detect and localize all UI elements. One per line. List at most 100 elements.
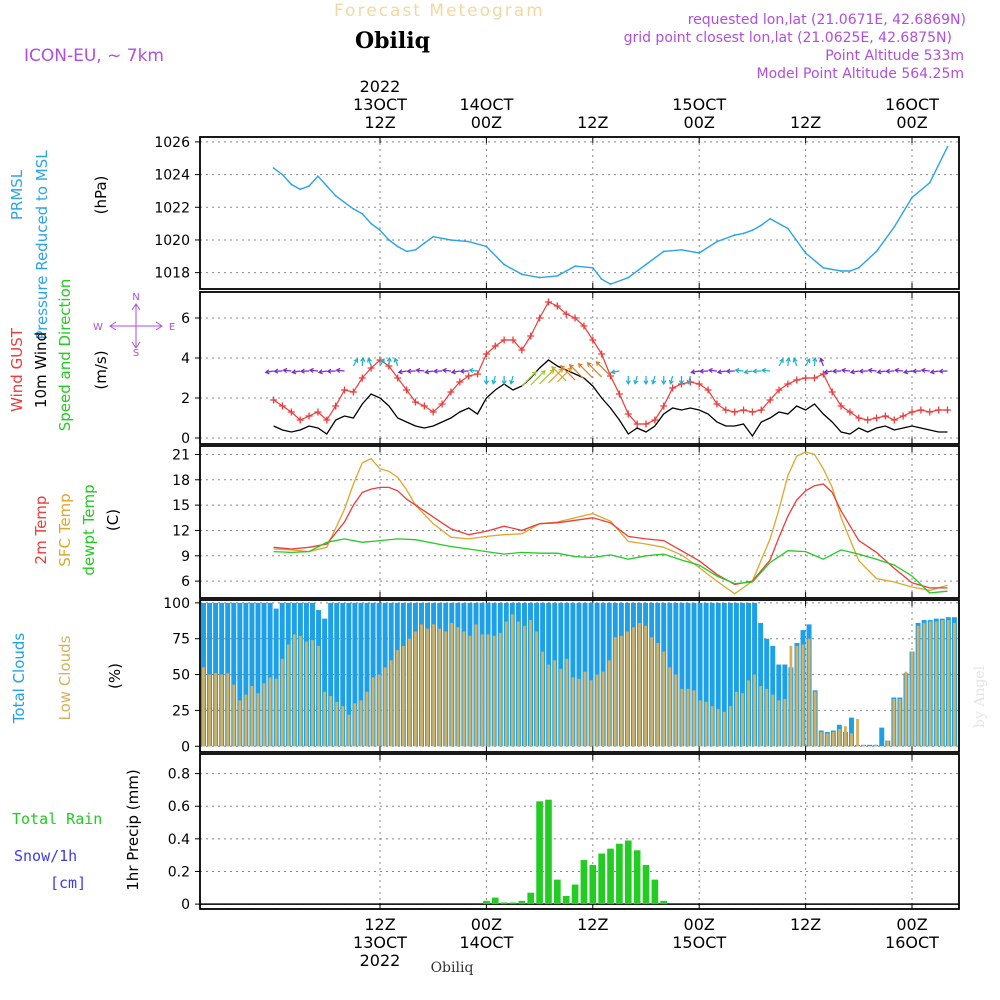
low-clouds-bar	[831, 731, 835, 747]
wind-arrow	[556, 367, 572, 383]
top-time-label: 2022	[360, 77, 401, 96]
low-clouds-bar	[626, 631, 629, 747]
header-location: Obiliq	[355, 28, 430, 54]
precip-bar	[491, 897, 499, 905]
total-clouds-bar	[249, 602, 255, 747]
wind-gust-marker	[890, 416, 898, 424]
wind-gust-marker	[943, 406, 951, 414]
wind-arrow-head	[643, 380, 649, 386]
pressure-label-group: PRMSL Pressure Reduced to MSL (hPa)	[8, 150, 110, 340]
pressure-point	[450, 239, 452, 241]
wind-arrow	[388, 357, 391, 367]
wind-arrow	[877, 370, 886, 373]
y-tick-label: 1020	[154, 233, 190, 249]
wind-arrow-head	[661, 380, 667, 386]
wind-arrow	[318, 370, 327, 373]
2m-temp-line	[273, 483, 948, 589]
y-tick-label: 50	[172, 668, 190, 684]
low-clouds-bar	[438, 628, 442, 747]
low-clouds-bar	[395, 650, 399, 747]
wind-arrow-head	[698, 368, 704, 374]
wind-gust-marker	[864, 416, 872, 424]
low-clouds-bar	[317, 645, 320, 747]
low-clouds-bar	[383, 667, 387, 747]
low-clouds-bar	[523, 625, 526, 747]
low-clouds-bar	[262, 683, 266, 747]
low-clouds-bar	[595, 674, 599, 747]
low-clouds-bar	[922, 622, 926, 747]
wind-gust-marker	[544, 298, 552, 306]
top-time-label: 12Z	[577, 113, 608, 132]
wind-arrow-head	[707, 367, 713, 374]
wind-arrow-head	[558, 368, 564, 373]
bottom-time-label: 14OCT	[459, 933, 513, 952]
low-clouds-bar	[753, 674, 756, 747]
pressure-point	[733, 234, 736, 236]
wind-arrow-head	[432, 368, 438, 374]
wind-arrow	[578, 363, 594, 379]
pressure-point	[574, 265, 576, 268]
total-clouds-bar	[691, 602, 697, 747]
wind-gust-marker	[420, 402, 428, 410]
wind-arrow	[921, 369, 930, 372]
wind-arrow-head	[360, 356, 366, 362]
pressure-point	[742, 232, 745, 235]
pressure-point	[423, 242, 426, 245]
low-clouds-bar	[722, 711, 726, 747]
low-clouds-bar	[226, 673, 230, 747]
wind-arrow-head	[633, 379, 639, 385]
wind-arrow	[708, 369, 717, 372]
wind-gust-marker	[731, 408, 739, 416]
wind-arrow	[510, 375, 514, 384]
precip-bar	[571, 884, 579, 905]
wind-gust-marker	[633, 420, 641, 428]
wind-arrow	[634, 375, 638, 384]
precip-bar	[545, 799, 552, 905]
precip-bar	[660, 900, 668, 905]
pressure-point	[467, 240, 470, 243]
precip-bar	[616, 843, 623, 905]
bottom-time-label: 15OCT	[672, 933, 726, 952]
low-clouds-bar	[686, 688, 690, 747]
low-clouds-bar	[583, 671, 587, 747]
wind-gust-marker	[810, 374, 818, 382]
wind-arrow-head	[560, 365, 565, 370]
wind-gust-marker	[899, 412, 907, 420]
wind-arrow	[367, 358, 372, 367]
total-clouds-bar	[340, 602, 346, 747]
wind-arrow	[569, 364, 585, 380]
wind-arrow	[361, 357, 364, 367]
wind-arrow-head	[885, 368, 891, 374]
precip-bar	[483, 900, 490, 905]
low-clouds-bar	[456, 627, 460, 747]
low-clouds-bar	[747, 680, 750, 747]
low-clouds-bar	[632, 627, 635, 747]
compass-arrows	[109, 303, 163, 349]
panel-frame	[199, 291, 960, 445]
wind-arrow-head	[491, 379, 497, 385]
pressure-point	[840, 270, 842, 272]
low-clouds-bar	[613, 637, 617, 747]
low-clouds-bar	[662, 651, 666, 747]
pressure-point	[627, 276, 630, 279]
wind-arrow	[841, 369, 851, 372]
precip-bar	[589, 864, 597, 905]
low-clouds-bar	[783, 698, 787, 747]
wind-arrow	[442, 369, 451, 372]
panel-2: 0 2 4 6	[181, 292, 959, 447]
pressure-point	[520, 273, 523, 276]
y-tick-label: 18	[172, 473, 190, 489]
wind-gust-marker	[474, 370, 482, 378]
low-clouds-bar	[305, 641, 308, 747]
wind-gust-marker	[305, 412, 313, 420]
wind-gust-marker	[917, 406, 925, 414]
wind-arrow-head	[380, 358, 385, 364]
low-clouds-bar	[862, 744, 865, 747]
pressure-point	[769, 217, 772, 220]
total-clouds-bar	[727, 602, 733, 747]
y-tick-label: 0.2	[168, 864, 190, 880]
low-clouds-bar	[553, 660, 557, 747]
wind-arrow-head	[752, 368, 758, 374]
wind-arrow	[394, 358, 399, 367]
precip-rain-label: Total Rain	[12, 810, 102, 828]
